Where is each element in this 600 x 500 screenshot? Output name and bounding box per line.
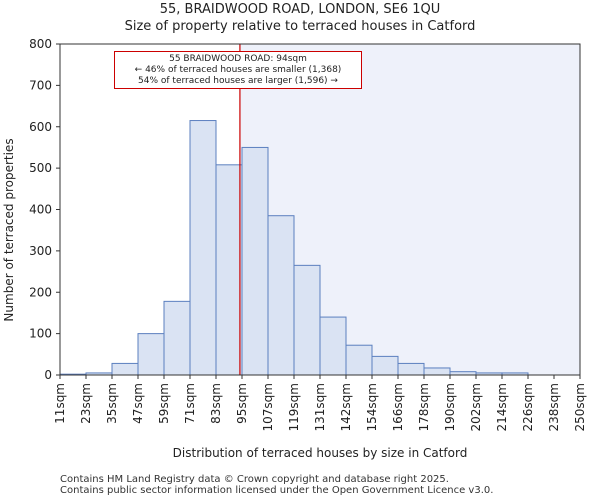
chart-subtitle: Size of property relative to terraced ho… xyxy=(124,19,476,34)
x-tick-label-154sqm: 154sqm xyxy=(365,383,379,431)
x-tick-label-214sqm: 214sqm xyxy=(495,383,509,431)
bar-154sqm xyxy=(371,355,399,376)
y-tick-label: 300 xyxy=(29,244,52,258)
bar-119sqm xyxy=(293,264,321,376)
y-tick-label: 600 xyxy=(29,120,52,134)
bar-142sqm xyxy=(345,344,373,376)
x-tick-label-119sqm: 119sqm xyxy=(287,383,301,431)
x-tick-label-35sqm: 35sqm xyxy=(105,383,119,424)
x-tick-label-238sqm: 238sqm xyxy=(547,383,561,431)
x-tick-label-190sqm: 190sqm xyxy=(443,383,457,431)
bar-47sqm xyxy=(137,333,165,376)
x-tick-label-107sqm: 107sqm xyxy=(261,383,275,431)
x-tick-label-47sqm: 47sqm xyxy=(131,383,145,424)
x-tick-label-142sqm: 142sqm xyxy=(339,383,353,431)
footer-credit-land-registry: Contains HM Land Registry data © Crown c… xyxy=(60,474,449,485)
property-annotation-box: 55 BRAIDWOOD ROAD: 94sqm ← 46% of terrac… xyxy=(114,51,362,89)
y-tick-label: 700 xyxy=(29,78,52,92)
x-tick-label-250sqm: 250sqm xyxy=(573,383,587,431)
footer-credit-licence: Contains public sector information licen… xyxy=(60,485,494,496)
bar-131sqm xyxy=(319,316,347,376)
bar-71sqm xyxy=(189,120,217,376)
y-axis: 0 100 200 300 400 500 600 700 800 xyxy=(29,37,60,382)
bar-59sqm xyxy=(163,300,191,376)
y-tick-label: 400 xyxy=(29,203,52,217)
x-axis-label: Distribution of terraced houses by size … xyxy=(173,446,468,460)
bar-35sqm xyxy=(111,362,139,376)
x-tick-label-202sqm: 202sqm xyxy=(469,383,483,431)
bar-178sqm xyxy=(423,367,451,376)
y-tick-label: 0 xyxy=(44,368,52,382)
x-tick-label-59sqm: 59sqm xyxy=(157,383,171,424)
x-tick-label-166sqm: 166sqm xyxy=(391,383,405,431)
y-axis-label: Number of terraced properties xyxy=(2,138,16,321)
bar-95sqm xyxy=(241,146,269,376)
y-tick-label: 200 xyxy=(29,285,52,299)
x-tick-label-71sqm: 71sqm xyxy=(183,383,197,424)
x-tick-label-23sqm: 23sqm xyxy=(79,383,93,424)
y-tick-label: 500 xyxy=(29,161,52,175)
x-tick-label-95sqm: 95sqm xyxy=(235,383,249,424)
bar-107sqm xyxy=(267,215,295,376)
y-tick-label: 100 xyxy=(29,327,52,341)
annotation-line-larger: 54% of terraced houses are larger (1,596… xyxy=(138,76,338,86)
annotation-line-property: 55 BRAIDWOOD ROAD: 94sqm xyxy=(169,54,307,64)
y-tick-label: 800 xyxy=(29,37,52,51)
x-axis: 11sqm 23sqm 35sqm 47sqm 59sqm 71sqm 83sqm 95sqm… xyxy=(53,375,587,431)
x-tick-label-11sqm: 11sqm xyxy=(53,383,67,424)
x-tick-label-178sqm: 178sqm xyxy=(417,383,431,431)
x-tick-label-131sqm: 131sqm xyxy=(313,383,327,431)
bar-83sqm xyxy=(215,164,243,376)
annotation-line-smaller: ← 46% of terraced houses are smaller (1,… xyxy=(134,65,342,75)
x-tick-label-226sqm: 226sqm xyxy=(521,383,535,431)
chart-title-address: 55, BRAIDWOOD ROAD, LONDON, SE6 1QU xyxy=(159,2,441,17)
x-tick-label-83sqm: 83sqm xyxy=(209,383,223,424)
bar-166sqm xyxy=(397,362,425,376)
